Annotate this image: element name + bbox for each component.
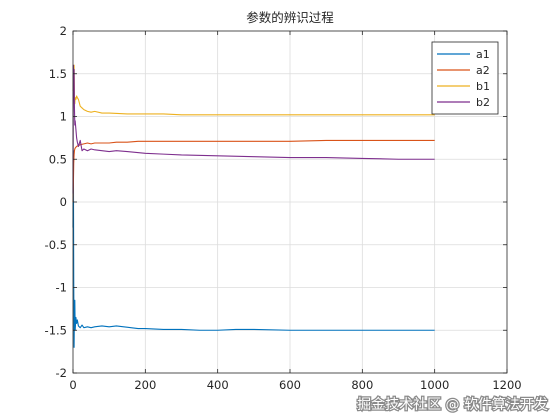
- series-line-a1: [72, 150, 435, 348]
- x-tick-label: 200: [134, 378, 156, 392]
- x-tick-label: 600: [279, 378, 301, 392]
- legend: a1 a2 b1 b2: [431, 41, 499, 115]
- y-tick-label: 1: [60, 110, 67, 124]
- y-tick-label: -1.5: [45, 323, 67, 337]
- x-tick-label: 1000: [420, 378, 449, 392]
- legend-label-b1: b1: [476, 80, 490, 93]
- x-tick-label: 800: [351, 378, 373, 392]
- x-tick-label: 0: [69, 378, 76, 392]
- y-tick-label: 1.5: [49, 67, 67, 81]
- x-tick-label: 400: [207, 378, 229, 392]
- y-tick-label: -0.5: [45, 238, 67, 252]
- legend-label-b2: b2: [476, 96, 490, 109]
- series-line-b2: [72, 64, 435, 194]
- ticks: 0 200 400 600 800 1000 1200 -2 -1.5 -1 -0.5 0 0.5 1 1.…: [45, 24, 522, 392]
- x-tick-label: 1200: [492, 378, 521, 392]
- legend-label-a2: a2: [476, 64, 490, 77]
- y-tick-label: 2: [60, 24, 67, 38]
- series-line-a2: [72, 139, 435, 203]
- chart-title: 参数的辨识过程: [246, 10, 334, 25]
- watermark-text: 掘金技术社区 @ 软件算法开发: [357, 397, 548, 413]
- legend-label-a1: a1: [476, 48, 490, 61]
- y-tick-label: -1: [56, 281, 67, 295]
- series-layer: [72, 64, 435, 348]
- y-tick-label: 0.5: [49, 152, 67, 166]
- y-tick-label: 0: [60, 195, 67, 209]
- y-tick-label: -2: [56, 366, 67, 380]
- watermark: 掘金技术社区 @ 软件算法开发: [356, 396, 549, 415]
